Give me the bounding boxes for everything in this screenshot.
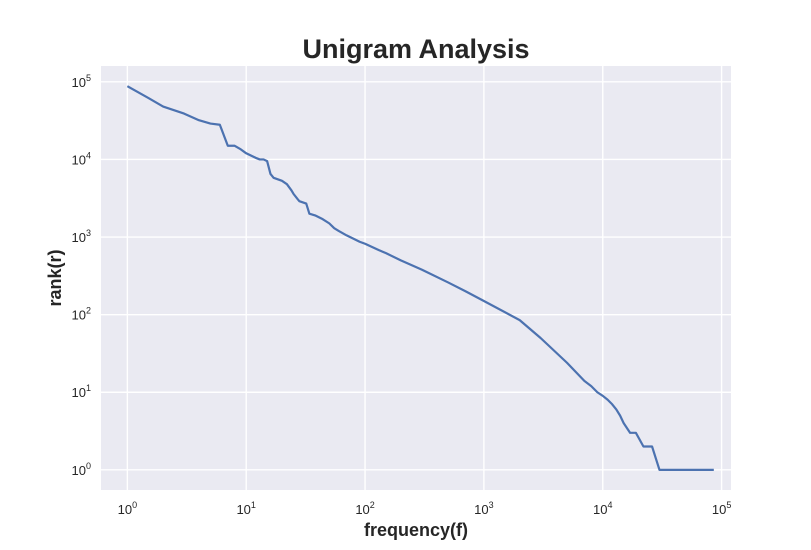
y-axis-label: rank(r) (45, 249, 65, 306)
x-tick-label: 103 (474, 500, 493, 517)
grid-lines (101, 66, 731, 490)
y-tick-label: 104 (72, 150, 91, 167)
x-axis-label: frequency(f) (364, 520, 468, 540)
x-tick-label: 101 (236, 500, 255, 517)
series-line (126, 85, 714, 471)
plot-area (101, 66, 731, 490)
chart-title: Unigram Analysis (302, 34, 529, 64)
y-tick-label: 102 (72, 306, 91, 323)
y-axis-ticks: 100 101 102 103 104 105 (72, 73, 91, 478)
x-axis-ticks: 100 101 102 103 104 105 (118, 500, 732, 517)
x-tick-label: 102 (355, 500, 374, 517)
y-tick-label: 103 (72, 228, 91, 245)
x-tick-label: 105 (712, 500, 731, 517)
y-tick-label: 101 (72, 383, 91, 400)
y-tick-label: 100 (72, 461, 91, 478)
x-tick-label: 104 (593, 500, 612, 517)
y-tick-label: 105 (72, 73, 91, 90)
series-layer (126, 85, 714, 471)
x-tick-label: 100 (118, 500, 137, 517)
